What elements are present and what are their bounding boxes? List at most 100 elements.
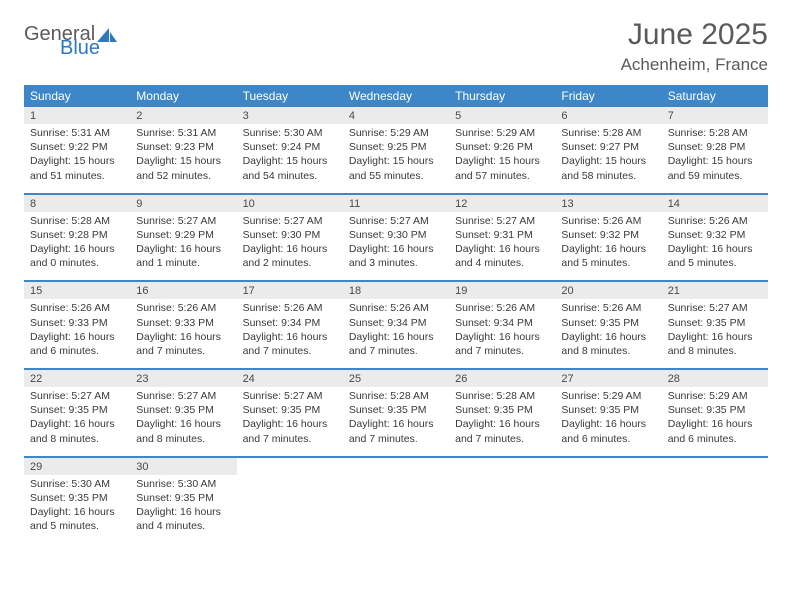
day-number-cell: 27 [555, 370, 661, 387]
sunset-line: Sunset: 9:28 PM [668, 141, 746, 153]
sunrise-line: Sunrise: 5:29 AM [561, 390, 641, 402]
day-number-row: 1234567 [24, 107, 768, 124]
daylight-line: Daylight: 15 hours and 51 minutes. [30, 155, 115, 181]
sunset-line: Sunset: 9:33 PM [30, 317, 108, 329]
daylight-line: Daylight: 16 hours and 7 minutes. [243, 418, 328, 444]
sunrise-line: Sunrise: 5:27 AM [455, 215, 535, 227]
day-number-cell: 29 [24, 458, 130, 475]
daylight-line: Daylight: 16 hours and 5 minutes. [668, 243, 753, 269]
daylight-line: Daylight: 15 hours and 55 minutes. [349, 155, 434, 181]
day-detail-cell: Sunrise: 5:26 AMSunset: 9:34 PMDaylight:… [343, 299, 449, 369]
day-number-cell: 12 [449, 195, 555, 212]
day-detail-cell: Sunrise: 5:28 AMSunset: 9:28 PMDaylight:… [24, 212, 130, 282]
day-detail-cell: Sunrise: 5:29 AMSunset: 9:35 PMDaylight:… [555, 387, 661, 457]
day-number-cell: 16 [130, 282, 236, 299]
daylight-line: Daylight: 16 hours and 7 minutes. [455, 331, 540, 357]
day-detail-cell: Sunrise: 5:26 AMSunset: 9:35 PMDaylight:… [555, 299, 661, 369]
daylight-line: Daylight: 15 hours and 52 minutes. [136, 155, 221, 181]
day-detail-cell: Sunrise: 5:27 AMSunset: 9:35 PMDaylight:… [130, 387, 236, 457]
sunrise-line: Sunrise: 5:28 AM [455, 390, 535, 402]
daylight-line: Daylight: 16 hours and 7 minutes. [349, 418, 434, 444]
month-title: June 2025 [621, 18, 768, 51]
day-detail-row: Sunrise: 5:30 AM Sunset: 9:35 PM Daylight:… [24, 475, 768, 544]
day-detail-cell [237, 475, 343, 544]
day-number-cell: 21 [662, 282, 768, 299]
day-detail-cell: Sunrise: 5:29 AMSunset: 9:35 PMDaylight:… [662, 387, 768, 457]
sunset-line: Sunset: 9:35 PM [455, 404, 533, 416]
day-detail-cell: Sunrise: 5:29 AMSunset: 9:26 PMDaylight:… [449, 124, 555, 194]
day-number-row: 22232425262728 [24, 370, 768, 387]
daylight-line: Daylight: 15 hours and 58 minutes. [561, 155, 646, 181]
day-number-cell: 17 [237, 282, 343, 299]
sunset-line: Sunset: 9:35 PM [30, 492, 108, 504]
day-number-cell: 25 [343, 370, 449, 387]
daylight-line: Daylight: 16 hours and 4 minutes. [455, 243, 540, 269]
sunrise-line: Sunrise: 5:26 AM [668, 215, 748, 227]
sunrise-line: Sunrise: 5:28 AM [668, 127, 748, 139]
day-detail-cell: Sunrise: 5:30 AMSunset: 9:24 PMDaylight:… [237, 124, 343, 194]
daylight-line: Daylight: 16 hours and 6 minutes. [30, 331, 115, 357]
day-detail-cell: Sunrise: 5:26 AM Sunset: 9:34 PM Daylight:… [237, 299, 343, 369]
daylight-line: Daylight: 16 hours and 8 minutes. [30, 418, 115, 444]
sunset-line: Sunset: 9:34 PM [243, 317, 321, 329]
day-detail-cell: Sunrise: 5:30 AMSunset: 9:35 PMDaylight:… [24, 475, 130, 544]
day-detail-cell: Sunrise: 5:27 AM Sunset: 9:31 PM Daylight:… [449, 212, 555, 282]
day-number-cell: 7 [662, 107, 768, 124]
day-number-cell: 20 [555, 282, 661, 299]
day-detail-row: Sunrise: 5:26 AM Sunset: 9:33 PM Daylight:… [24, 299, 768, 369]
sunset-line: Sunset: 9:32 PM [561, 229, 639, 241]
sunset-line: Sunset: 9:35 PM [561, 404, 639, 416]
sunset-line: Sunset: 9:35 PM [349, 404, 427, 416]
sunrise-line: Sunrise: 5:26 AM [30, 302, 110, 314]
day-header: Sunday [24, 85, 130, 107]
daylight-line: Daylight: 16 hours and 2 minutes. [243, 243, 328, 269]
sunset-line: Sunset: 9:35 PM [30, 404, 108, 416]
daylight-line: Daylight: 16 hours and 8 minutes. [561, 331, 646, 357]
sunrise-line: Sunrise: 5:30 AM [136, 478, 216, 490]
sunrise-line: Sunrise: 5:26 AM [561, 302, 641, 314]
day-detail-cell: Sunrise: 5:28 AMSunset: 9:28 PMDaylight:… [662, 124, 768, 194]
calendar-body: 1234567Sunrise: 5:31 AMSunset: 9:22 PMDa… [24, 107, 768, 543]
sunset-line: Sunset: 9:23 PM [136, 141, 214, 153]
logo-word-2: Blue [60, 38, 119, 58]
day-number-cell: 11 [343, 195, 449, 212]
sunrise-line: Sunrise: 5:26 AM [455, 302, 535, 314]
logo-text-stack: General Blue [24, 24, 119, 58]
day-number-cell: 19 [449, 282, 555, 299]
daylight-line: Daylight: 16 hours and 4 minutes. [136, 506, 221, 532]
calendar-table: SundayMondayTuesdayWednesdayThursdayFrid… [24, 85, 768, 543]
daylight-line: Daylight: 16 hours and 7 minutes. [243, 331, 328, 357]
sunset-line: Sunset: 9:34 PM [455, 317, 533, 329]
sunrise-line: Sunrise: 5:28 AM [561, 127, 641, 139]
daylight-line: Daylight: 16 hours and 5 minutes. [561, 243, 646, 269]
sunrise-line: Sunrise: 5:27 AM [30, 390, 110, 402]
sunrise-line: Sunrise: 5:29 AM [668, 390, 748, 402]
day-header: Friday [555, 85, 661, 107]
sunrise-line: Sunrise: 5:26 AM [243, 302, 323, 314]
day-number-row: 2930 [24, 458, 768, 475]
day-number-cell: 22 [24, 370, 130, 387]
sunset-line: Sunset: 9:35 PM [668, 317, 746, 329]
daylight-line: Daylight: 15 hours and 54 minutes. [243, 155, 328, 181]
day-detail-cell [662, 475, 768, 544]
day-detail-cell: Sunrise: 5:27 AMSunset: 9:30 PMDaylight:… [343, 212, 449, 282]
sunset-line: Sunset: 9:27 PM [561, 141, 639, 153]
sunrise-line: Sunrise: 5:27 AM [136, 390, 216, 402]
day-number-cell: 6 [555, 107, 661, 124]
day-detail-cell: Sunrise: 5:26 AM Sunset: 9:34 PM Daylight:… [449, 299, 555, 369]
day-detail-row: Sunrise: 5:27 AM Sunset: 9:35 PM Daylight:… [24, 387, 768, 457]
day-header: Monday [130, 85, 236, 107]
daylight-line: Daylight: 15 hours and 57 minutes. [455, 155, 540, 181]
daylight-line: Daylight: 16 hours and 8 minutes. [136, 418, 221, 444]
day-detail-cell: Sunrise: 5:31 AMSunset: 9:23 PMDaylight:… [130, 124, 236, 194]
sunrise-line: Sunrise: 5:26 AM [136, 302, 216, 314]
sunrise-line: Sunrise: 5:31 AM [30, 127, 110, 139]
day-number-row: 15161718192021 [24, 282, 768, 299]
sunset-line: Sunset: 9:31 PM [455, 229, 533, 241]
page-header: General Blue June 2025 Achenheim, France [24, 18, 768, 75]
day-detail-row: Sunrise: 5:28 AMSunset: 9:28 PMDaylight:… [24, 212, 768, 282]
sunset-line: Sunset: 9:33 PM [136, 317, 214, 329]
sunrise-line: Sunrise: 5:28 AM [349, 390, 429, 402]
day-detail-cell: Sunrise: 5:27 AMSunset: 9:35 PMDaylight:… [662, 299, 768, 369]
sunrise-line: Sunrise: 5:27 AM [243, 215, 323, 227]
